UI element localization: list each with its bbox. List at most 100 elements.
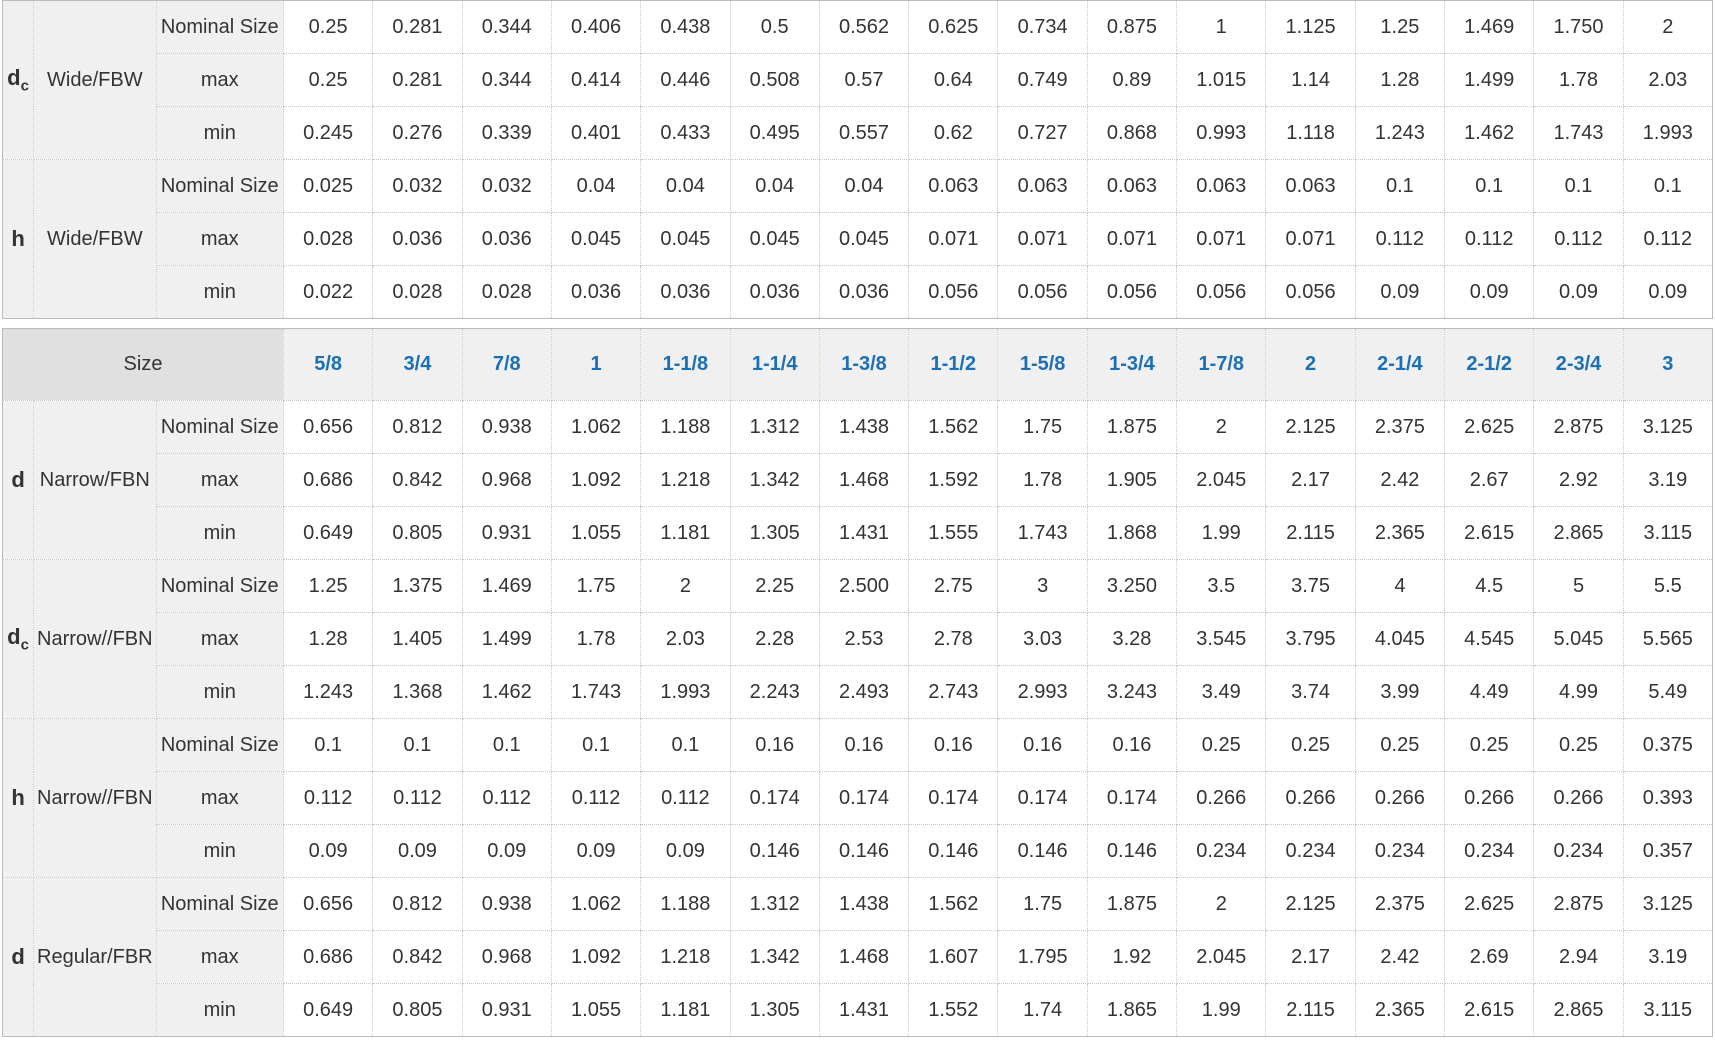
value-cell: 1.875: [1086, 877, 1178, 931]
value-cell: 0.036: [729, 265, 820, 319]
value-cell: 3.19: [1622, 930, 1714, 984]
value-cell: 1.015: [1176, 53, 1267, 107]
value-cell: 0.266: [1176, 771, 1267, 825]
type-cell: Narrow/FBN: [33, 400, 157, 560]
value-cell: 1.468: [818, 453, 910, 507]
value-cell: 0.028: [372, 265, 463, 319]
value-cell: 2.625: [1444, 877, 1535, 931]
value-cell: 0.649: [282, 506, 374, 560]
value-cell: 0.931: [461, 983, 552, 1037]
symbol: h: [11, 785, 25, 810]
value-cell: 1.99: [1176, 506, 1267, 560]
value-cell: 0.071: [1265, 212, 1356, 266]
value-cell: 0.1: [550, 718, 642, 772]
value-cell: 2.25: [729, 559, 820, 613]
value-cell: 0.339: [461, 106, 552, 160]
value-cell: 0.401: [550, 106, 642, 160]
size-header-row: Size 5/8 3/4 7/8 1 1-1/8 1-1/4 1-3/8 1-1/2 1-5/8 1…: [2, 328, 1714, 401]
size-link[interactable]: 2-1/4: [1354, 328, 1446, 401]
value-cell: 2.125: [1265, 877, 1356, 931]
value-cell: 5.49: [1622, 665, 1714, 719]
value-cell: 0.266: [1533, 771, 1624, 825]
value-cell: 2.17: [1265, 930, 1356, 984]
size-link[interactable]: 2-1/2: [1444, 328, 1535, 401]
value-cell: 0.09: [372, 824, 463, 878]
value-cell: 1.342: [729, 930, 820, 984]
value-cell: 1.75: [997, 400, 1088, 454]
value-cell: 1.118: [1265, 106, 1356, 160]
table-row: min 0.649 0.805 0.931 1.055 1.181 1.305 1.431 1.…: [3, 506, 1714, 560]
size-link[interactable]: 1-3/8: [818, 328, 910, 401]
value-cell: 1.99: [1176, 983, 1267, 1037]
value-cell: 0.344: [461, 53, 552, 107]
value-cell: 0.656: [282, 400, 374, 454]
size-link[interactable]: 1-1/4: [729, 328, 820, 401]
table-row: max 0.686 0.842 0.968 1.092 1.218 1.342 1.468 1.…: [3, 930, 1714, 984]
value-cell: 3.99: [1354, 665, 1446, 719]
value-cell: 1.905: [1086, 453, 1178, 507]
size-link[interactable]: 5/8: [282, 328, 374, 401]
value-cell: 1.555: [908, 506, 999, 560]
value-cell: 5: [1533, 559, 1624, 613]
value-cell: 0.234: [1265, 824, 1356, 878]
value-cell: 1.468: [818, 930, 910, 984]
value-cell: 1.74: [997, 983, 1088, 1037]
value-cell: 0.112: [640, 771, 731, 825]
value-cell: 2.865: [1533, 506, 1624, 560]
row-label: Nominal Size: [155, 559, 284, 613]
value-cell: 4.045: [1354, 612, 1446, 666]
symbol-cell: h: [1, 718, 35, 878]
value-cell: 0.09: [1444, 265, 1535, 319]
size-link[interactable]: 1-7/8: [1176, 328, 1267, 401]
value-cell: 0.749: [997, 53, 1088, 107]
value-cell: 1.218: [640, 930, 731, 984]
value-cell: 2.743: [908, 665, 999, 719]
value-cell: 0.938: [461, 877, 552, 931]
value-cell: 0.16: [908, 718, 999, 772]
value-cell: 1.062: [550, 400, 642, 454]
size-link[interactable]: 1-1/2: [908, 328, 999, 401]
value-cell: 3.28: [1086, 612, 1178, 666]
value-cell: 0.146: [908, 824, 999, 878]
value-cell: 0.5: [729, 0, 820, 54]
symbol: d: [11, 467, 25, 492]
value-cell: 0.174: [1086, 771, 1178, 825]
value-cell: 0.112: [282, 771, 374, 825]
value-cell: 1.092: [550, 930, 642, 984]
size-link[interactable]: 1-5/8: [997, 328, 1088, 401]
size-link[interactable]: 3: [1622, 328, 1714, 401]
value-cell: 0.438: [640, 0, 731, 54]
table-row: dc Wide/FBW Nominal Size 0.25 0.281 0.344 0.40…: [1, 0, 1714, 160]
value-cell: 0.112: [550, 771, 642, 825]
size-link[interactable]: 2: [1265, 328, 1356, 401]
table-row: max 0.028 0.036 0.036 0.045 0.045 0.045 0.045 0.…: [3, 212, 1714, 266]
table-row: max 0.686 0.842 0.968 1.092 1.218 1.342 1.468 1.…: [3, 453, 1714, 507]
value-cell: 2.625: [1444, 400, 1535, 454]
size-link[interactable]: 1: [550, 328, 642, 401]
value-cell: 1.125: [1265, 0, 1356, 54]
value-cell: 0.1: [640, 718, 731, 772]
value-cell: 1.469: [1444, 0, 1535, 54]
table-row: h Narrow//FBN Nominal Size 0.1 0.1 0.1 0.1 0.1 0…: [1, 718, 1714, 878]
value-cell: 0.09: [1622, 265, 1714, 319]
value-cell: 0.036: [372, 212, 463, 266]
value-cell: 0.071: [908, 212, 999, 266]
symbol-subscript: c: [20, 636, 29, 654]
size-link[interactable]: 2-3/4: [1533, 328, 1624, 401]
value-cell: 2.875: [1533, 400, 1624, 454]
value-cell: 1.743: [1533, 106, 1624, 160]
value-cell: 2.375: [1354, 400, 1446, 454]
value-cell: 0.686: [282, 930, 374, 984]
table-row: min 0.649 0.805 0.931 1.055 1.181 1.305 1.431 1.…: [3, 983, 1714, 1037]
size-link[interactable]: 1-3/4: [1086, 328, 1178, 401]
value-cell: 0.89: [1086, 53, 1178, 107]
value-cell: 0.734: [997, 0, 1088, 54]
value-cell: 0.063: [997, 159, 1088, 213]
value-cell: 3.243: [1086, 665, 1178, 719]
size-link[interactable]: 3/4: [372, 328, 463, 401]
value-cell: 2: [1176, 400, 1267, 454]
value-cell: 1.28: [1354, 53, 1446, 107]
size-link[interactable]: 1-1/8: [640, 328, 731, 401]
value-cell: 0.032: [372, 159, 463, 213]
size-link[interactable]: 7/8: [461, 328, 552, 401]
